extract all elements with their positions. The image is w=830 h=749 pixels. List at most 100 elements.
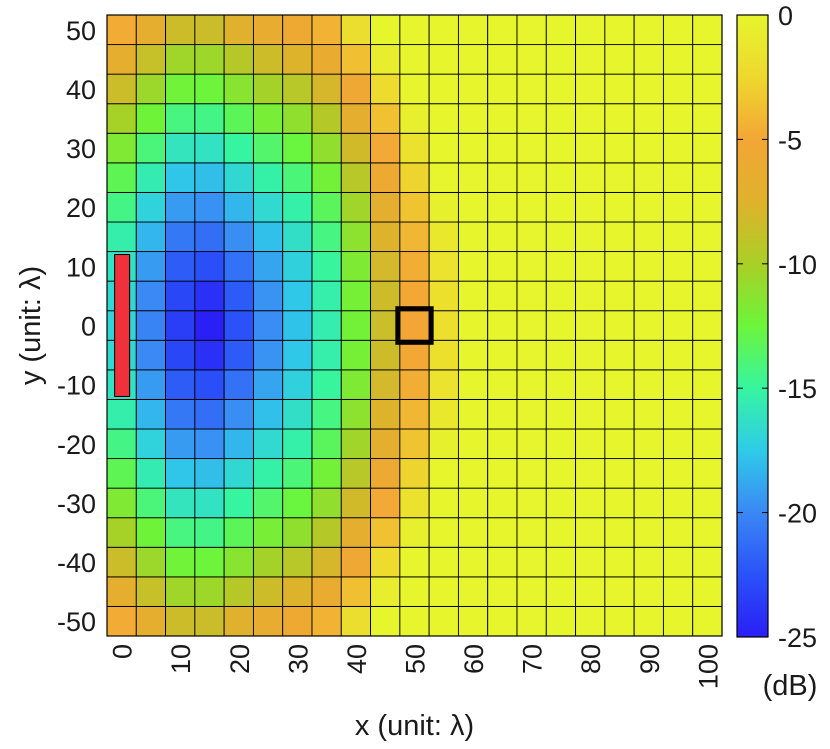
- heatmap-cell: [428, 73, 459, 105]
- heatmap-cell: [692, 103, 723, 134]
- heatmap-cell: [399, 44, 430, 75]
- heatmap-cell: [457, 132, 489, 164]
- heatmap-cell: [252, 369, 284, 400]
- heatmap-cell: [194, 103, 225, 134]
- heatmap-cell: [106, 546, 137, 578]
- heatmap-cell: [223, 251, 254, 282]
- heatmap-cell: [165, 221, 196, 253]
- y-tick-label: 30: [66, 134, 96, 164]
- heatmap-cell: [428, 517, 459, 548]
- heatmap-cell: [545, 576, 577, 607]
- x-tick-label: 40: [342, 644, 372, 674]
- heatmap-cell: [545, 546, 577, 578]
- heatmap-cell: [399, 14, 430, 46]
- heatmap-cell: [311, 487, 342, 519]
- heatmap-cell: [428, 398, 459, 430]
- heatmap-cell: [282, 14, 313, 46]
- heatmap-cell: [399, 103, 430, 134]
- heatmap-cell: [516, 428, 547, 460]
- heatmap-cell: [575, 517, 606, 548]
- heatmap-cell: [487, 14, 518, 46]
- heatmap-cell: [106, 487, 137, 519]
- heatmap-cell: [106, 162, 137, 193]
- heatmap-cell: [340, 191, 372, 223]
- heatmap-cell: [252, 44, 284, 75]
- heatmap-cell: [194, 487, 225, 519]
- heatmap-cell: [545, 605, 577, 637]
- heatmap-cell: [428, 458, 459, 489]
- plot-frame: [106, 14, 723, 637]
- heatmap-cell: [311, 73, 342, 105]
- heatmap-cell: [399, 191, 430, 223]
- heatmap-cell: [106, 605, 137, 637]
- y-tick-label: -20: [57, 430, 96, 460]
- heatmap-cell: [370, 310, 401, 341]
- y-tick-labels: 50 40 30 20 10 0 -10 -20 -30 -40 -50: [57, 16, 96, 637]
- heatmap-cell: [370, 251, 401, 282]
- heatmap-cell: [252, 576, 284, 607]
- heatmap-cell: [516, 221, 547, 253]
- heatmap-cell: [662, 605, 694, 637]
- heatmap-cell: [399, 251, 430, 282]
- heatmap-cell: [135, 251, 167, 282]
- heatmap-cell: [370, 458, 401, 489]
- heatmap-cell: [282, 546, 313, 578]
- heatmap-cell: [487, 487, 518, 519]
- heatmap-cell: [487, 605, 518, 637]
- heatmap-cell: [487, 132, 518, 164]
- heatmap-cell: [165, 458, 196, 489]
- heatmap-cell: [282, 310, 313, 341]
- heatmap-cell: [165, 103, 196, 134]
- heatmap-cell: [399, 73, 430, 105]
- x-axis-label: x (unit: λ): [355, 710, 474, 742]
- heatmap-cell: [604, 428, 635, 460]
- heatmap-cell: [399, 221, 430, 253]
- heatmap-cell: [370, 73, 401, 105]
- heatmap-cell: [311, 44, 342, 75]
- heatmap-cell: [282, 162, 313, 193]
- heatmap-cell: [194, 73, 225, 105]
- heatmap-cell: [282, 428, 313, 460]
- heatmap-cell: [428, 546, 459, 578]
- heatmap-cell: [457, 576, 489, 607]
- heatmap-cell: [399, 576, 430, 607]
- heatmap-cell: [604, 487, 635, 519]
- heatmap-cell: [106, 221, 137, 253]
- heatmap-cell: [194, 605, 225, 637]
- heatmap-cell: [135, 280, 167, 312]
- heatmap-cell: [106, 517, 137, 548]
- heatmap-cell: [545, 517, 577, 548]
- heatmap-cell: [106, 132, 137, 164]
- heatmap-cell: [194, 191, 225, 223]
- x-tick-label: 100: [693, 644, 723, 689]
- heatmap-cell: [633, 369, 664, 400]
- heatmap-cell: [135, 103, 167, 134]
- heatmap-cell: [457, 73, 489, 105]
- y-tick-label: -30: [57, 489, 96, 519]
- heatmap-cell: [457, 44, 489, 75]
- heatmap-cell: [633, 310, 664, 341]
- heatmap-cell: [223, 517, 254, 548]
- source-bar: [114, 254, 131, 397]
- heatmap-cell: [633, 221, 664, 253]
- heatmap-cell: [692, 576, 723, 607]
- heatmap-cell: [311, 310, 342, 341]
- heatmap-cell: [575, 162, 606, 193]
- heatmap-cell: [633, 517, 664, 548]
- heatmap-cell: [223, 576, 254, 607]
- heatmap-cell: [662, 339, 694, 371]
- heatmap-cell: [428, 428, 459, 460]
- colorbar-tick-label: -5: [778, 125, 802, 155]
- heatmap-cell: [516, 191, 547, 223]
- heatmap-cell: [633, 398, 664, 430]
- heatmap-cell: [282, 517, 313, 548]
- heatmap-cell: [399, 132, 430, 164]
- heatmap-cell: [340, 458, 372, 489]
- heatmap-cell: [633, 458, 664, 489]
- heatmap-cell: [311, 398, 342, 430]
- heatmap-cell: [311, 14, 342, 46]
- heatmap-cell: [545, 162, 577, 193]
- heatmap-cell: [106, 428, 137, 460]
- heatmap-cell: [457, 517, 489, 548]
- heatmap-cell: [487, 221, 518, 253]
